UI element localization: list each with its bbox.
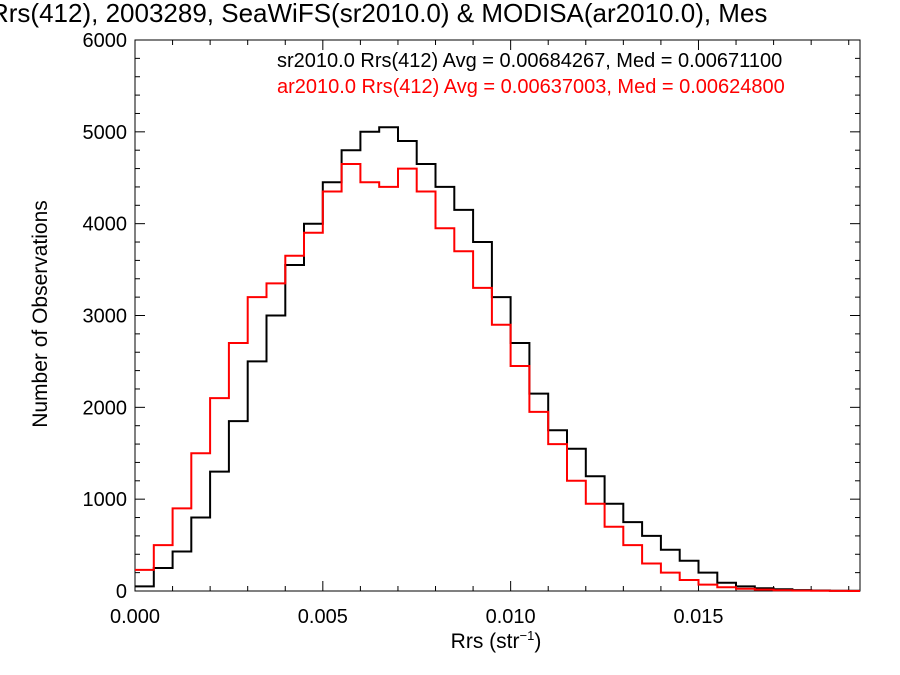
- x-axis-title-text: Rrs (str: [450, 630, 520, 653]
- y-tick-label: 0: [116, 581, 127, 603]
- series-sr2010-line: [135, 126, 860, 592]
- x-tick-label: 0.005: [298, 606, 348, 628]
- x-tick-label: 0.010: [486, 606, 536, 628]
- y-tick-label: 6000: [83, 30, 128, 52]
- x-tick-label: 0.015: [673, 606, 723, 628]
- legend-entry-sr2010: sr2010.0 Rrs(412) Avg = 0.00684267, Med …: [277, 50, 783, 72]
- y-tick-label: 5000: [83, 122, 128, 144]
- series-ar2010-line: [135, 163, 860, 592]
- y-tick-label: 2000: [83, 397, 128, 419]
- x-axis-title: Rrs (str−1): [451, 628, 542, 654]
- y-tick-label: 1000: [83, 489, 128, 511]
- x-tick-label: 0.000: [110, 606, 160, 628]
- y-axis-title: Number of Observations: [29, 200, 52, 428]
- legend-entry-ar2010: ar2010.0 Rrs(412) Avg = 0.00637003, Med …: [277, 76, 785, 98]
- plot-frame: [134, 39, 861, 592]
- x-axis-title-exponent: −1: [519, 628, 535, 643]
- x-axis-title-close: ): [534, 630, 542, 653]
- y-tick-label: 3000: [83, 306, 128, 328]
- plot-axes: 0 1000 2000 3000 4000 5000 6000 0.000 0.005 0.010…: [83, 30, 861, 628]
- y-tick-label: 4000: [83, 214, 128, 236]
- chart-title: Rrs(412), 2003289, SeaWiFS(sr2010.0) & M…: [0, 0, 768, 28]
- series-layer: [135, 126, 860, 592]
